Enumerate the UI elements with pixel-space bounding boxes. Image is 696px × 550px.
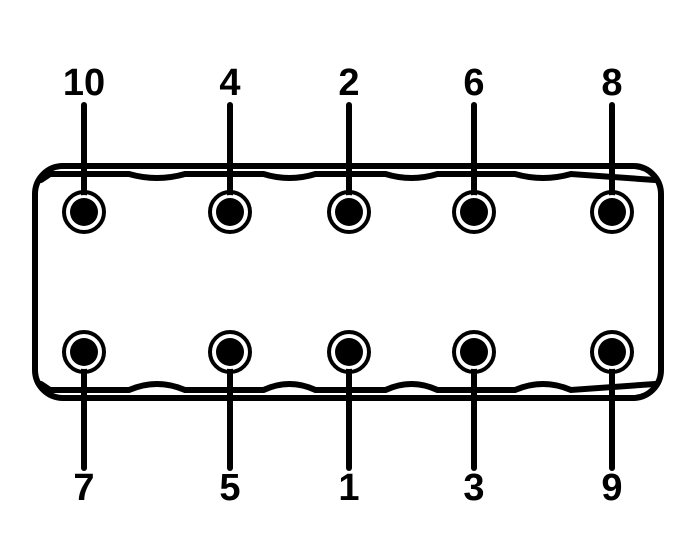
bolt-bottom-9	[598, 338, 626, 366]
label-bottom-9: 9	[601, 467, 622, 509]
label-top-2: 2	[338, 62, 359, 104]
bolt-top-10	[70, 198, 98, 226]
bolt-bottom-1	[335, 338, 363, 366]
label-top-6: 6	[463, 62, 484, 104]
label-bottom-5: 5	[219, 467, 240, 509]
label-bottom-3: 3	[463, 467, 484, 509]
label-bottom-1: 1	[338, 467, 359, 509]
label-bottom-7: 7	[73, 467, 94, 509]
bolt-top-4	[216, 198, 244, 226]
torque-sequence-diagram: 10 7 4 5 2 1 6 3 8 9	[0, 0, 696, 550]
bolt-top-2	[335, 198, 363, 226]
label-top-10: 10	[63, 62, 105, 104]
label-top-8: 8	[601, 62, 622, 104]
bolt-bottom-7	[70, 338, 98, 366]
bolt-top-8	[598, 198, 626, 226]
label-top-4: 4	[219, 62, 240, 104]
bolt-bottom-5	[216, 338, 244, 366]
bolt-top-6	[460, 198, 488, 226]
bolt-bottom-3	[460, 338, 488, 366]
